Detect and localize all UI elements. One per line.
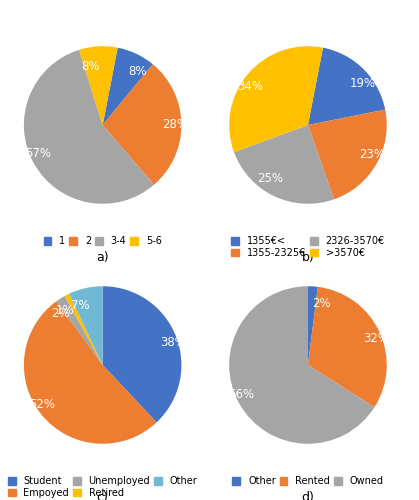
Text: 23%: 23% — [359, 148, 385, 161]
Text: 34%: 34% — [237, 80, 263, 93]
Wedge shape — [229, 286, 375, 444]
Text: 2%: 2% — [312, 297, 331, 310]
Text: 32%: 32% — [364, 332, 390, 345]
Wedge shape — [229, 46, 323, 152]
Wedge shape — [79, 46, 118, 125]
Text: 19%: 19% — [349, 76, 376, 90]
Legend: 1, 2, 3-4, 5-6: 1, 2, 3-4, 5-6 — [44, 236, 162, 246]
Text: 38%: 38% — [160, 336, 186, 349]
Wedge shape — [24, 302, 157, 444]
Text: 1%: 1% — [56, 304, 75, 317]
Title: b): b) — [302, 250, 314, 264]
Text: 2%: 2% — [51, 306, 70, 320]
Text: 57%: 57% — [25, 147, 51, 160]
Wedge shape — [308, 287, 387, 407]
Text: 7%: 7% — [71, 298, 89, 312]
Legend: Student, Empoyed, Unemployed, Retired, Other: Student, Empoyed, Unemployed, Retired, O… — [8, 476, 197, 498]
Wedge shape — [103, 48, 153, 125]
Text: 66%: 66% — [228, 388, 254, 401]
Wedge shape — [234, 125, 334, 204]
Text: 8%: 8% — [81, 60, 99, 72]
Title: d): d) — [302, 490, 314, 500]
Wedge shape — [24, 50, 154, 204]
Wedge shape — [69, 286, 103, 365]
Wedge shape — [56, 296, 103, 365]
Legend: 1355€<, 1355-2325€, 2326-3570€, >3570€: 1355€<, 1355-2325€, 2326-3570€, >3570€ — [231, 236, 385, 258]
Title: c): c) — [97, 490, 109, 500]
Wedge shape — [308, 110, 387, 200]
Text: 52%: 52% — [29, 398, 55, 410]
Text: 8%: 8% — [128, 65, 146, 78]
Text: 28%: 28% — [162, 118, 188, 131]
Legend: Other, Rented, Owned: Other, Rented, Owned — [233, 476, 383, 486]
Wedge shape — [65, 294, 103, 365]
Wedge shape — [308, 286, 318, 365]
Wedge shape — [308, 48, 385, 125]
Title: a): a) — [96, 250, 109, 264]
Wedge shape — [103, 286, 181, 422]
Wedge shape — [103, 64, 181, 184]
Text: 25%: 25% — [257, 172, 283, 185]
